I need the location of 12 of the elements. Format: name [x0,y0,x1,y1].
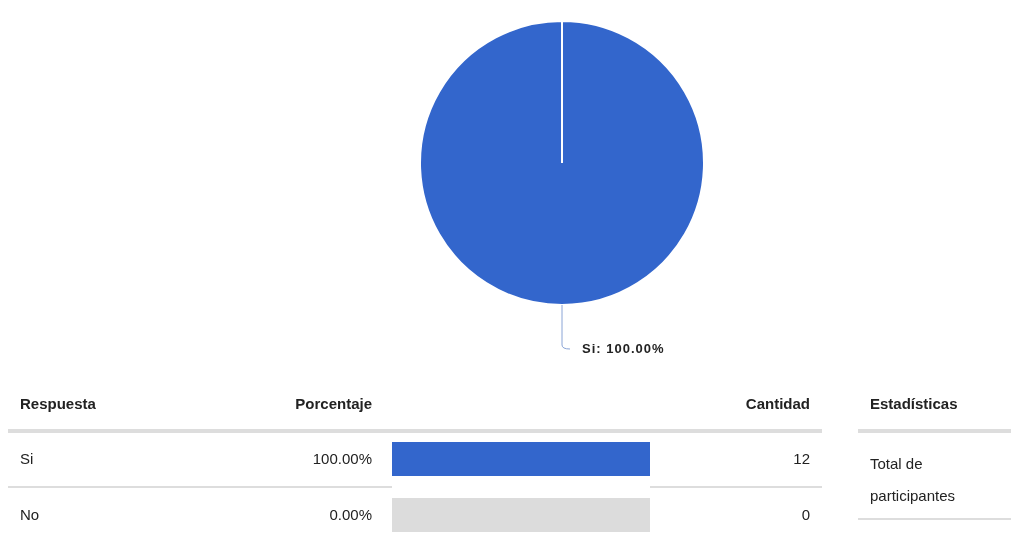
text: Respuesta [20,395,96,412]
text: 12 [792,450,810,467]
y-tick-label: No [20,506,40,523]
text: Estadísticas [870,395,958,412]
text: Total de participantes [870,454,957,506]
text: Cantidad [744,395,810,412]
slice-label: Si: 100.00% [582,341,665,356]
text: 100.00% [312,450,372,467]
y-tick-label: Si [20,450,34,467]
text: Porcentaje [294,395,372,412]
text: 0.00% [329,506,372,523]
text: 0 [800,506,810,523]
